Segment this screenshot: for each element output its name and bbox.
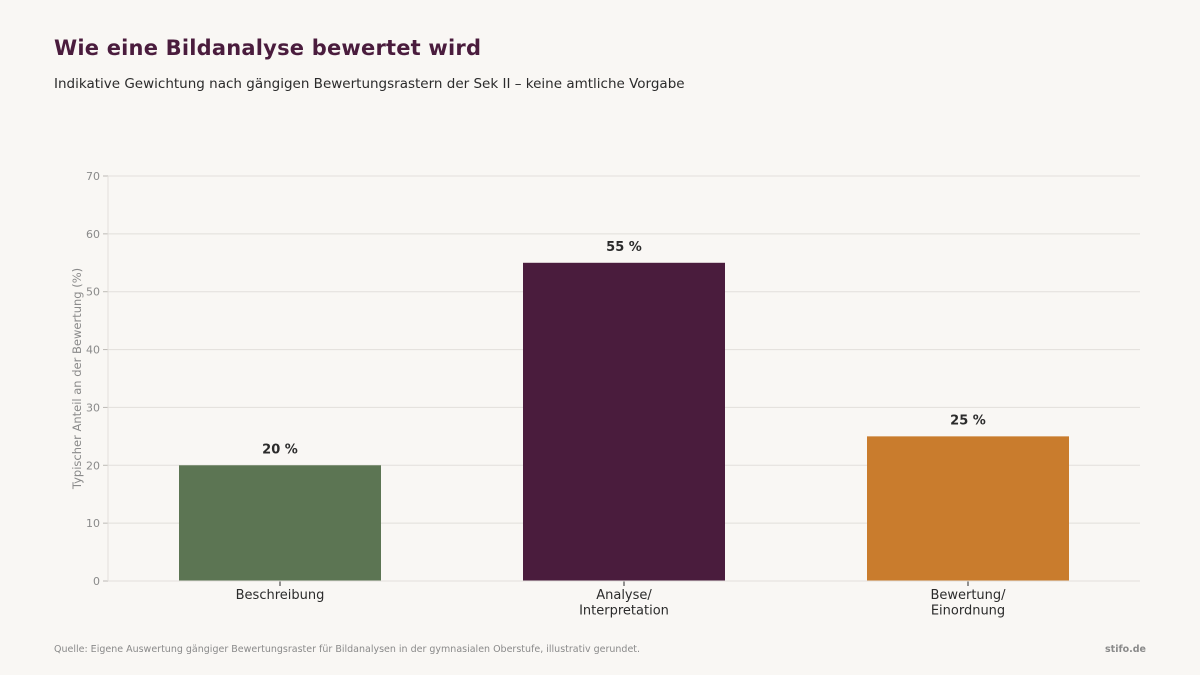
y-tick-label: 0: [93, 575, 100, 588]
x-category-label: Interpretation: [579, 604, 669, 619]
x-category-label: Bewertung/: [930, 588, 1006, 603]
y-tick-label: 40: [86, 344, 100, 357]
chart-title: Wie eine Bildanalyse bewertet wird: [54, 36, 482, 60]
brand-label: stifo.de: [1105, 644, 1146, 655]
y-tick-label: 30: [86, 401, 100, 414]
y-tick-label: 10: [86, 517, 100, 530]
bar: [179, 465, 381, 581]
bar-data-label: 20 %: [262, 442, 298, 457]
x-category-label: Beschreibung: [236, 588, 325, 603]
chart-subtitle: Indikative Gewichtung nach gängigen Bewe…: [54, 76, 685, 92]
x-category-label: Einordnung: [931, 604, 1005, 619]
source-note: Quelle: Eigene Auswertung gängiger Bewer…: [54, 644, 641, 655]
y-tick-label: 50: [86, 286, 100, 299]
y-tick-label: 70: [86, 170, 100, 183]
x-category-label: Analyse/: [596, 588, 652, 603]
y-tick-label: 20: [86, 459, 100, 472]
bar-data-label: 55 %: [606, 240, 642, 255]
bar-data-label: 25 %: [950, 413, 986, 428]
bar: [867, 436, 1069, 581]
y-axis-title: Typischer Anteil an der Bewertung (%): [70, 268, 84, 490]
y-tick-label: 60: [86, 228, 100, 241]
bar: [523, 262, 725, 581]
